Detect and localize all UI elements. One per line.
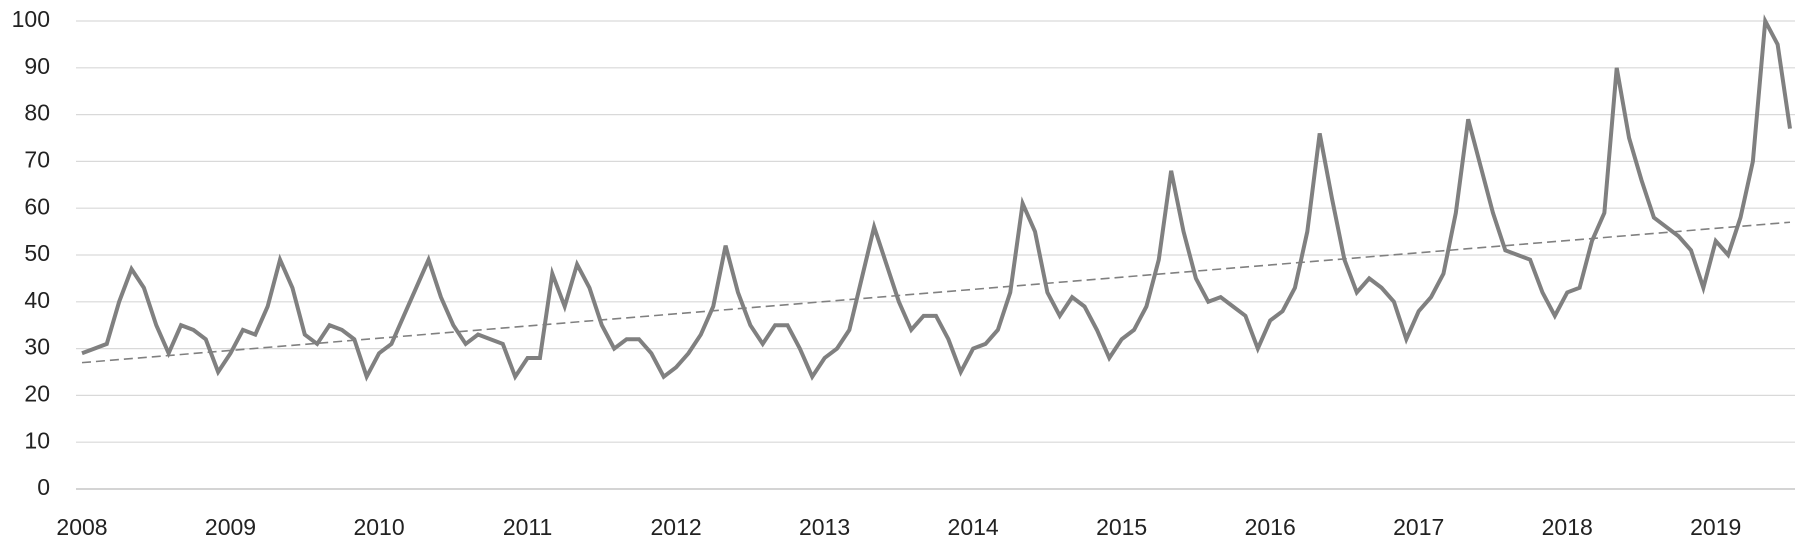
y-tick-label: 30 <box>24 334 50 360</box>
y-tick-label: 40 <box>24 287 50 313</box>
x-tick-label: 2017 <box>1393 514 1444 540</box>
x-tick-label: 2008 <box>56 514 107 540</box>
x-tick-label: 2016 <box>1245 514 1296 540</box>
x-tick-label: 2019 <box>1690 514 1741 540</box>
x-tick-label: 2012 <box>651 514 702 540</box>
x-tick-label: 2014 <box>948 514 999 540</box>
data-line <box>81 14 1792 382</box>
y-tick-label: 0 <box>37 474 50 500</box>
x-tick-label: 2013 <box>799 514 850 540</box>
y-tick-label: 100 <box>12 6 50 32</box>
trendline <box>81 221 1791 364</box>
x-tick-label: 2015 <box>1096 514 1147 540</box>
y-tick-label: 90 <box>24 53 50 79</box>
x-tick-label: 2011 <box>503 514 552 540</box>
y-tick-label: 10 <box>24 427 50 453</box>
x-tick-label: 2009 <box>205 514 256 540</box>
y-tick-label: 50 <box>24 240 50 266</box>
y-tick-label: 80 <box>24 100 50 126</box>
y-tick-label: 60 <box>24 193 50 219</box>
y-tick-label: 70 <box>24 146 50 172</box>
x-tick-label: 2010 <box>353 514 404 540</box>
x-tick-label: 2018 <box>1542 514 1593 540</box>
y-tick-label: 20 <box>24 380 50 406</box>
